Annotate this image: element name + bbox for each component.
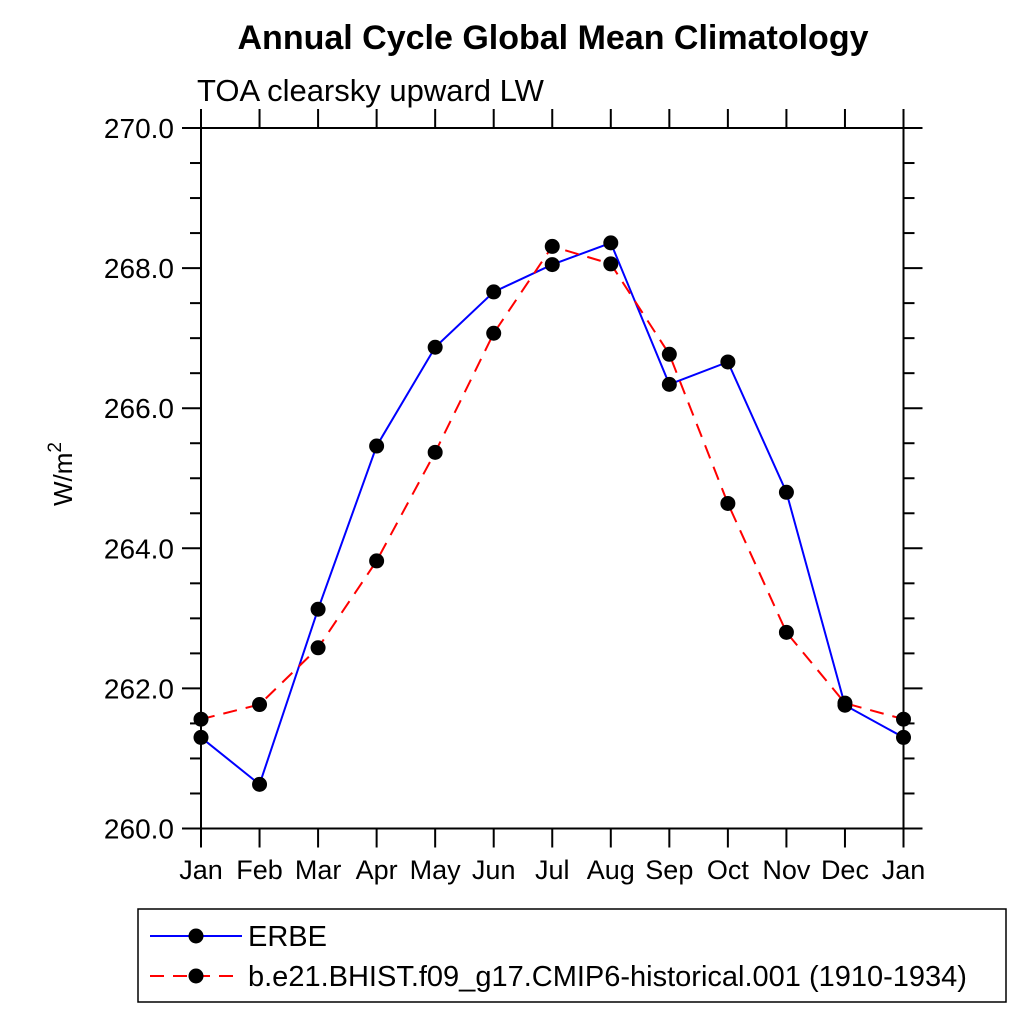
- data-point-s0-aug7: [603, 235, 619, 251]
- y-tick-label: 264.0: [104, 533, 174, 564]
- y-tick-label: 268.0: [104, 253, 174, 284]
- data-point-s1-feb1: [252, 697, 268, 713]
- data-point-s0-feb1: [252, 776, 268, 792]
- data-point-s1-apr3: [369, 553, 385, 569]
- x-tick-label: May: [410, 855, 462, 885]
- y-tick-label: 266.0: [104, 393, 174, 424]
- data-point-s1-sep8: [661, 346, 677, 362]
- y-tick-label: 262.0: [104, 673, 174, 704]
- y-axis-unit-label: W/m2: [45, 442, 78, 506]
- data-point-s1-jan12: [896, 711, 911, 727]
- data-point-s1-dec11: [837, 695, 853, 711]
- data-point-s0-apr3: [369, 438, 385, 454]
- data-point-s1-nov10: [778, 624, 794, 640]
- x-tick-label: Oct: [707, 855, 750, 885]
- y-tick-label: 270.0: [104, 113, 174, 144]
- legend-label-0: ERBE: [248, 921, 327, 953]
- data-point-s0-oct9: [720, 354, 736, 370]
- data-point-s1-aug7: [603, 256, 619, 272]
- data-point-s1-jul6: [544, 238, 560, 254]
- data-point-s0-mar2: [310, 601, 326, 617]
- data-point-s1-jun5: [486, 325, 502, 341]
- data-point-s0-jan0: [193, 729, 209, 745]
- data-point-s1-jan0: [193, 711, 209, 727]
- data-point-s0-may4: [427, 339, 443, 355]
- chart-title: Annual Cycle Global Mean Climatology: [238, 19, 869, 57]
- x-tick-label: Dec: [821, 855, 869, 885]
- series-line-1: [200, 245, 904, 721]
- x-tick-label: Sep: [645, 855, 693, 885]
- x-tick-label: Jul: [535, 855, 570, 885]
- data-point-s0-jul6: [544, 257, 560, 273]
- x-tick-label: Aug: [587, 855, 635, 885]
- data-point-s1-mar2: [310, 640, 326, 656]
- data-point-s0-nov10: [778, 484, 794, 500]
- x-tick-label: Nov: [762, 855, 811, 885]
- x-tick-label: Apr: [356, 855, 398, 885]
- x-tick-label: Jan: [179, 855, 223, 885]
- x-tick-label: Mar: [295, 855, 342, 885]
- x-tick-label: Feb: [236, 855, 283, 885]
- legend-marker-1: [188, 968, 204, 984]
- data-point-s0-sep8: [661, 376, 677, 392]
- legend-label-1: b.e21.BHIST.f09_g17.CMIP6-historical.001…: [248, 961, 967, 993]
- legend-marker-0: [188, 928, 204, 944]
- x-tick-label: Jan: [882, 855, 926, 885]
- chart-subtitle: TOA clearsky upward LW: [197, 73, 545, 108]
- data-point-s1-oct9: [720, 495, 736, 511]
- data-point-s1-may4: [427, 444, 443, 460]
- series-line-0: [200, 241, 904, 787]
- x-tick-label: Jun: [472, 855, 516, 885]
- data-point-s0-jan12: [896, 729, 911, 745]
- y-tick-label: 260.0: [104, 814, 174, 845]
- data-point-s0-jun5: [486, 284, 502, 300]
- legend-box: [137, 908, 1007, 1003]
- plot-frame: [200, 127, 905, 830]
